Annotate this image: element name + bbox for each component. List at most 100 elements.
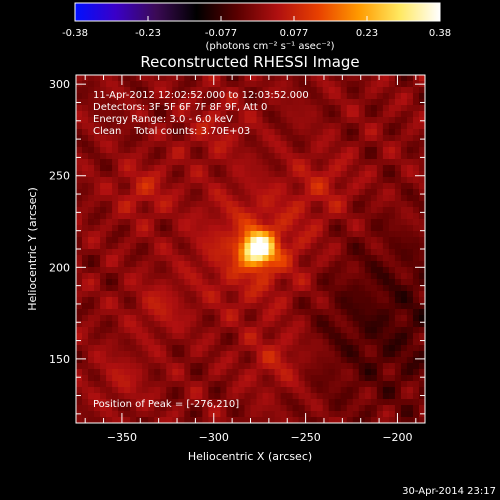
heatmap-cell xyxy=(244,237,252,244)
heatmap-cell xyxy=(118,249,125,256)
heatmap-cell xyxy=(232,93,240,100)
heatmap-cell xyxy=(232,111,240,118)
heatmap-cell xyxy=(154,171,161,178)
heatmap-cell xyxy=(400,327,408,334)
heatmap-cell xyxy=(148,309,155,316)
heatmap-cell xyxy=(76,93,83,100)
heatmap-cell xyxy=(382,183,390,190)
heatmap-cell xyxy=(286,363,294,370)
heatmap-cell xyxy=(388,345,396,352)
heatmap-cell xyxy=(370,93,378,100)
heatmap-cell xyxy=(178,75,185,82)
heatmap-cell xyxy=(166,249,173,256)
heatmap-cell xyxy=(118,357,125,364)
heatmap-cell xyxy=(406,81,414,88)
heatmap-cell xyxy=(220,243,228,250)
heatmap-cell xyxy=(226,117,234,124)
heatmap-cell xyxy=(250,399,258,406)
heatmap-cell xyxy=(412,117,420,124)
heatmap-cell xyxy=(352,159,360,166)
heatmap-cell xyxy=(412,231,420,238)
heatmap-cell xyxy=(130,273,137,280)
heatmap-cell xyxy=(166,147,173,154)
heatmap-cell xyxy=(394,261,402,268)
heatmap-cell xyxy=(376,201,384,208)
heatmap-cell xyxy=(358,351,366,358)
heatmap-cell xyxy=(226,309,234,316)
heatmap-cell xyxy=(388,165,396,172)
heatmap-cell xyxy=(370,195,378,202)
heatmap-cell xyxy=(286,117,294,124)
heatmap-cell xyxy=(352,147,360,154)
heatmap-cell xyxy=(130,297,137,304)
heatmap-cell xyxy=(148,117,155,124)
heatmap-cell xyxy=(334,399,342,406)
heatmap-cell xyxy=(118,195,125,202)
heatmap-cell xyxy=(370,411,378,418)
heatmap-cell xyxy=(106,327,113,334)
heatmap-cell xyxy=(400,153,408,160)
heatmap-cell xyxy=(202,279,209,286)
heatmap-cell xyxy=(166,195,173,202)
heatmap-cell xyxy=(352,129,360,136)
heatmap-cell xyxy=(196,315,203,322)
heatmap-cell xyxy=(112,75,119,82)
heatmap-cell xyxy=(136,237,143,244)
heatmap-cell xyxy=(94,123,101,130)
heatmap-cell xyxy=(316,147,324,154)
heatmap-cell xyxy=(232,141,240,148)
heatmap-cell xyxy=(220,129,228,136)
heatmap-cell xyxy=(370,147,378,154)
heatmap-cell xyxy=(274,231,282,238)
heatmap-cell xyxy=(304,183,312,190)
heatmap-cell xyxy=(256,201,264,208)
heatmap-cell xyxy=(100,99,107,106)
heatmap-cell xyxy=(244,315,252,322)
heatmap-cell xyxy=(364,357,372,364)
heatmap-cell xyxy=(304,99,312,106)
heatmap-cell xyxy=(166,207,173,214)
heatmap-cell xyxy=(220,369,228,376)
heatmap-cell xyxy=(94,297,101,304)
heatmap-cell xyxy=(322,381,330,388)
heatmap-cell xyxy=(154,159,161,166)
heatmap-cell xyxy=(358,411,366,418)
heatmap-cell xyxy=(370,291,378,298)
heatmap-cell xyxy=(364,243,372,250)
heatmap-cell xyxy=(226,75,234,82)
heatmap-cell xyxy=(412,159,420,166)
heatmap-cell xyxy=(226,285,234,292)
heatmap-cell xyxy=(88,237,95,244)
heatmap-cell xyxy=(220,387,228,394)
heatmap-cell xyxy=(160,195,167,202)
heatmap-cell xyxy=(256,255,264,262)
heatmap-cell xyxy=(184,99,191,106)
heatmap-cell xyxy=(238,357,246,364)
heatmap-cell xyxy=(280,135,288,142)
heatmap-cell xyxy=(142,87,149,94)
heatmap-cell xyxy=(382,201,390,208)
heatmap-cell xyxy=(136,309,143,316)
heatmap-cell xyxy=(370,105,378,112)
heatmap-cell xyxy=(82,105,89,112)
heatmap-cell xyxy=(328,261,336,268)
heatmap-cell xyxy=(370,381,378,388)
heatmap-cell xyxy=(226,297,234,304)
y-tick-label: 150 xyxy=(49,353,70,366)
heatmap-cell xyxy=(100,237,107,244)
heatmap-cell xyxy=(370,243,378,250)
heatmap-cell xyxy=(154,393,161,400)
heatmap-cell xyxy=(190,363,197,370)
heatmap-cell xyxy=(178,111,185,118)
annotation-time-range: 11-Apr-2012 12:02:52.000 to 12:03:52.000 xyxy=(93,90,309,101)
heatmap-cell xyxy=(382,399,390,406)
heatmap-cell xyxy=(382,393,390,400)
heatmap-cell xyxy=(280,237,288,244)
heatmap-cell xyxy=(382,345,390,352)
heatmap-cell xyxy=(130,339,137,346)
heatmap-cell xyxy=(184,399,191,406)
heatmap-cell xyxy=(184,339,191,346)
heatmap-cell xyxy=(376,327,384,334)
heatmap-cell xyxy=(76,393,83,400)
heatmap-cell xyxy=(100,213,107,220)
